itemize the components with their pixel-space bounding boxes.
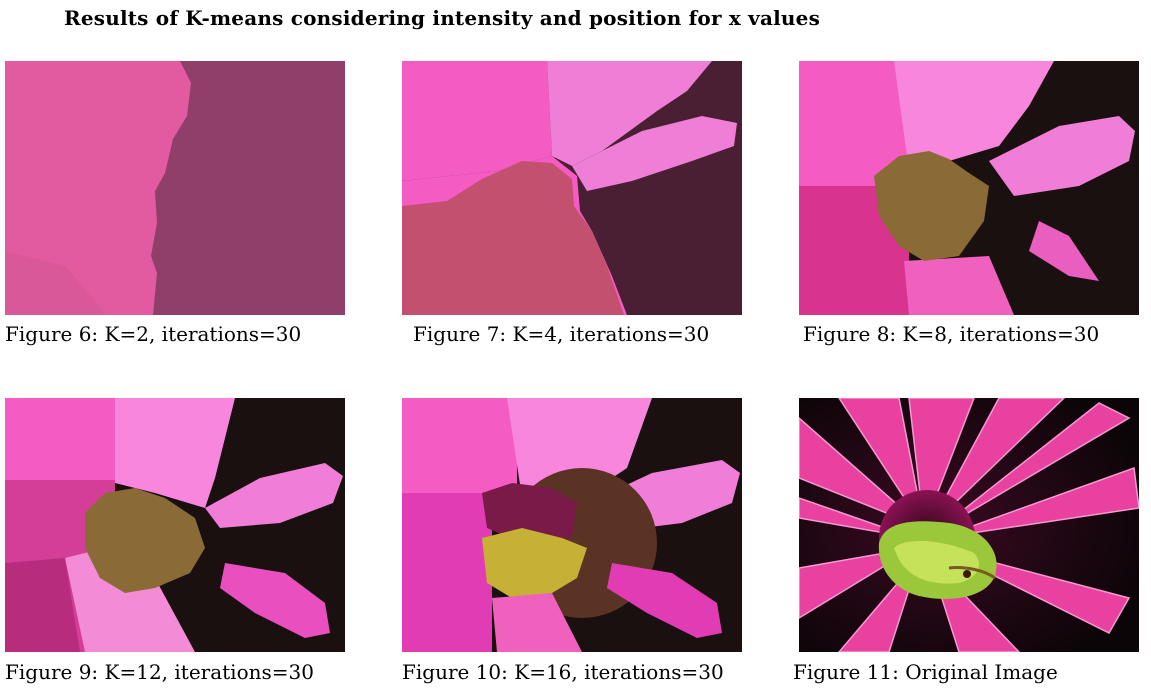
figure-9-image — [5, 398, 345, 652]
figure-6-image — [5, 61, 345, 315]
figure-6-caption: Figure 6: K=2, iterations=30 — [5, 322, 302, 346]
figure-10-caption: Figure 10: K=16, iterations=30 — [402, 660, 724, 684]
figure-8-image — [799, 61, 1139, 315]
figure-10-image — [402, 398, 742, 652]
figure-11-image — [799, 398, 1139, 652]
figure-7-image — [402, 61, 742, 315]
figure-8-caption: Figure 8: K=8, iterations=30 — [803, 322, 1100, 346]
figure-7-caption: Figure 7: K=4, iterations=30 — [413, 322, 710, 346]
figure-11-caption: Figure 11: Original Image — [793, 660, 1058, 684]
figure-9-caption: Figure 9: K=12, iterations=30 — [5, 660, 314, 684]
page-title: Results of K-means considering intensity… — [64, 6, 821, 30]
